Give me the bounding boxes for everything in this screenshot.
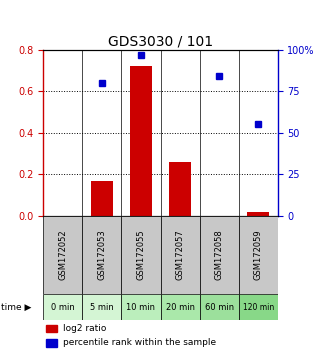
FancyBboxPatch shape (43, 216, 82, 294)
Text: 20 min: 20 min (166, 303, 195, 312)
Bar (46, 325, 57, 332)
FancyBboxPatch shape (121, 216, 160, 294)
FancyBboxPatch shape (82, 216, 121, 294)
Bar (91, 181, 113, 216)
Text: GSM172052: GSM172052 (58, 229, 67, 280)
Text: 5 min: 5 min (90, 303, 114, 312)
FancyBboxPatch shape (200, 216, 239, 294)
Text: percentile rank within the sample: percentile rank within the sample (63, 338, 216, 347)
FancyBboxPatch shape (160, 294, 200, 320)
FancyBboxPatch shape (239, 294, 278, 320)
Text: 120 min: 120 min (242, 303, 274, 312)
Text: 60 min: 60 min (204, 303, 234, 312)
Text: GSM172053: GSM172053 (97, 229, 107, 280)
Text: GSM172059: GSM172059 (254, 229, 263, 280)
FancyBboxPatch shape (82, 294, 121, 320)
Text: GSM172055: GSM172055 (136, 229, 145, 280)
Bar (247, 212, 269, 216)
FancyBboxPatch shape (121, 294, 160, 320)
FancyBboxPatch shape (160, 216, 200, 294)
Text: time ▶: time ▶ (1, 303, 31, 312)
FancyBboxPatch shape (43, 294, 82, 320)
Bar (130, 66, 152, 216)
FancyBboxPatch shape (239, 216, 278, 294)
Text: 10 min: 10 min (126, 303, 155, 312)
FancyBboxPatch shape (200, 294, 239, 320)
Text: log2 ratio: log2 ratio (63, 324, 107, 333)
Text: 0 min: 0 min (51, 303, 75, 312)
Text: GSM172058: GSM172058 (214, 229, 224, 280)
Bar (169, 162, 191, 216)
Bar (46, 339, 57, 347)
Title: GDS3030 / 101: GDS3030 / 101 (108, 34, 213, 48)
Text: GSM172057: GSM172057 (176, 229, 185, 280)
